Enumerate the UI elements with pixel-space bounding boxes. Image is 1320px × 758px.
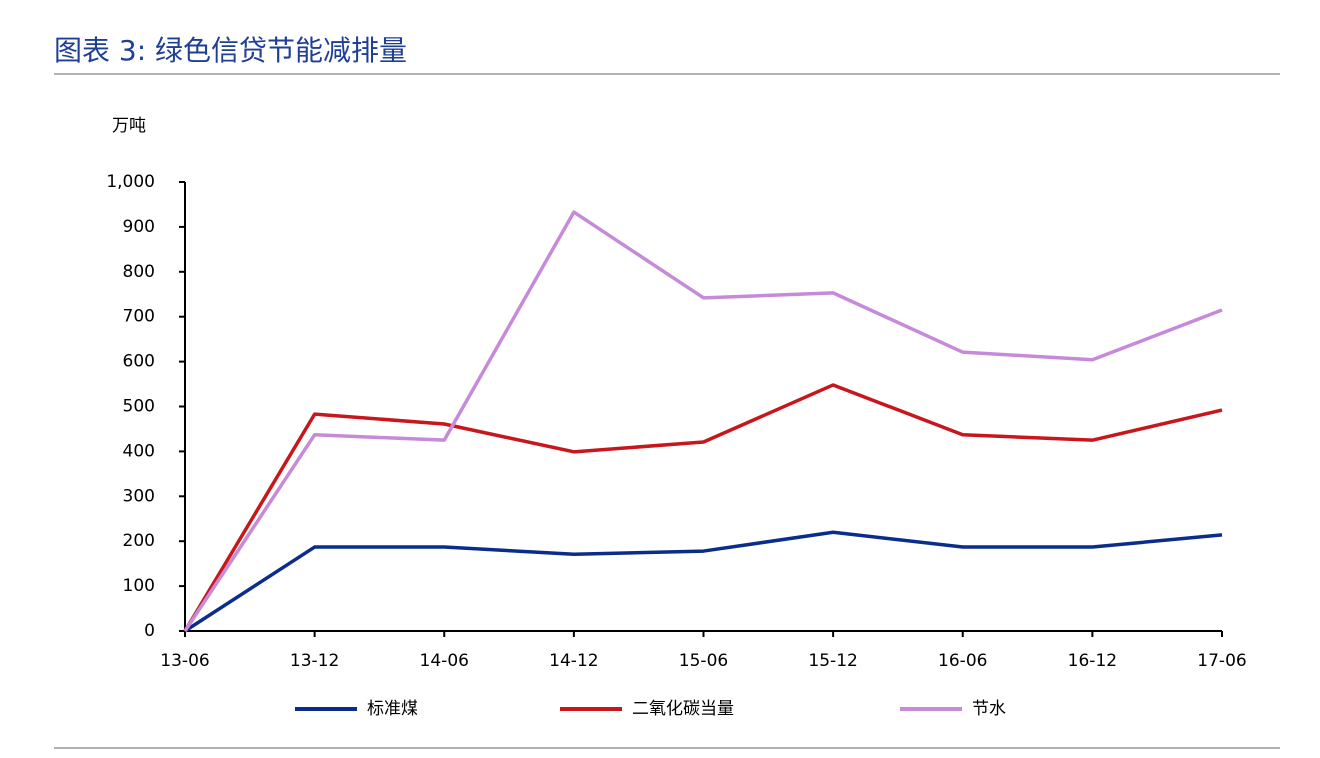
legend-label: 标准煤 [367,699,418,719]
x-tick-label: 16-12 [1068,651,1117,671]
y-tick-label: 400 [123,441,155,461]
y-tick-label: 1,000 [106,172,155,192]
x-tick-label: 14-12 [549,651,598,671]
y-tick-label: 900 [123,217,155,237]
y-tick-label: 0 [144,621,155,641]
legend-label: 二氧化碳当量 [632,699,734,719]
x-tick-label: 15-12 [808,651,857,671]
series-line [183,210,1223,632]
y-tick-label: 300 [123,486,155,506]
series-line [184,530,1223,633]
y-tick-label: 800 [123,262,155,282]
x-tick-label: 15-06 [679,651,728,671]
chart-title: 图表 3: 绿色信贷节能减排量 [54,34,407,67]
x-tick-label: 13-12 [290,651,339,671]
y-axis-label: 万吨 [112,116,146,136]
x-tick-label: 16-06 [938,651,987,671]
series-line [183,383,1223,632]
y-tick-label: 200 [123,531,155,551]
x-tick-label: 13-06 [160,651,209,671]
y-tick-label: 700 [123,307,155,327]
y-tick-label: 100 [123,576,155,596]
x-tick-label: 17-06 [1197,651,1246,671]
x-tick-label: 14-06 [420,651,469,671]
y-tick-label: 600 [123,352,155,372]
y-tick-label: 500 [123,397,155,417]
legend-label: 节水 [972,699,1006,719]
